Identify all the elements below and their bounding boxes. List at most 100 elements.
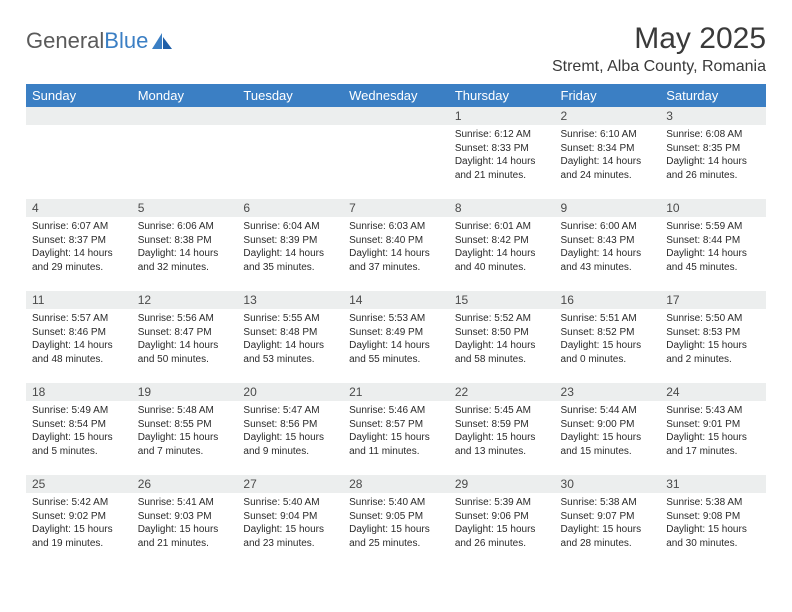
sunset-line: Sunset: 8:48 PM [243,326,337,340]
sunset-line: Sunset: 8:49 PM [349,326,443,340]
day-number [343,107,449,125]
cell-body: Sunrise: 5:39 AMSunset: 9:06 PMDaylight:… [449,493,555,554]
day-number: 11 [26,291,132,309]
sunset-line: Sunset: 8:40 PM [349,234,443,248]
daylight-line: Daylight: 14 hours and 37 minutes. [349,247,443,274]
sunrise-line: Sunrise: 5:45 AM [455,404,549,418]
day-number: 22 [449,383,555,401]
calendar-week-row: 11Sunrise: 5:57 AMSunset: 8:46 PMDayligh… [26,291,766,383]
logo: GeneralBlue [26,28,172,54]
sunset-line: Sunset: 9:03 PM [138,510,232,524]
sunset-line: Sunset: 8:53 PM [666,326,760,340]
sunset-line: Sunset: 8:42 PM [455,234,549,248]
sunrise-line: Sunrise: 6:04 AM [243,220,337,234]
day-number: 10 [660,199,766,217]
sunrise-line: Sunrise: 5:40 AM [349,496,443,510]
daylight-line: Daylight: 14 hours and 24 minutes. [561,155,655,182]
daylight-line: Daylight: 15 hours and 21 minutes. [138,523,232,550]
day-number: 24 [660,383,766,401]
cell-body: Sunrise: 5:43 AMSunset: 9:01 PMDaylight:… [660,401,766,462]
daylight-line: Daylight: 14 hours and 55 minutes. [349,339,443,366]
cell-body: Sunrise: 5:52 AMSunset: 8:50 PMDaylight:… [449,309,555,370]
day-number: 13 [237,291,343,309]
daylight-line: Daylight: 14 hours and 48 minutes. [32,339,126,366]
cell-body: Sunrise: 6:10 AMSunset: 8:34 PMDaylight:… [555,125,661,186]
sunset-line: Sunset: 8:57 PM [349,418,443,432]
calendar-cell: 4Sunrise: 6:07 AMSunset: 8:37 PMDaylight… [26,199,132,291]
calendar-cell: 17Sunrise: 5:50 AMSunset: 8:53 PMDayligh… [660,291,766,383]
day-header: Tuesday [237,84,343,107]
cell-body: Sunrise: 6:03 AMSunset: 8:40 PMDaylight:… [343,217,449,278]
sunset-line: Sunset: 9:07 PM [561,510,655,524]
day-number: 7 [343,199,449,217]
day-number: 18 [26,383,132,401]
daylight-line: Daylight: 15 hours and 23 minutes. [243,523,337,550]
calendar-cell: 20Sunrise: 5:47 AMSunset: 8:56 PMDayligh… [237,383,343,475]
day-number [26,107,132,125]
calendar-cell: 11 Sunrise: 5:57 AMSunset: 8:46 PMDayligh… [26,291,132,383]
sunrise-line: Sunrise: 5:46 AM [349,404,443,418]
logo-sail-icon [152,33,172,49]
sunrise-line: Sunrise: 6:08 AM [666,128,760,142]
sunrise-line: Sunrise: 5:56 AM [138,312,232,326]
cell-body: Sunrise: 5:47 AMSunset: 8:56 PMDaylight:… [237,401,343,462]
sunrise-line: Sunrise: 5:40 AM [243,496,337,510]
sunset-line: Sunset: 9:02 PM [32,510,126,524]
calendar-cell: 21Sunrise: 5:46 AMSunset: 8:57 PMDayligh… [343,383,449,475]
day-number: 20 [237,383,343,401]
sunrise-line: Sunrise: 5:53 AM [349,312,443,326]
daylight-line: Daylight: 15 hours and 0 minutes. [561,339,655,366]
daylight-line: Daylight: 14 hours and 40 minutes. [455,247,549,274]
cell-body: Sunrise: 6:00 AMSunset: 8:43 PMDaylight:… [555,217,661,278]
sunrise-line: Sunrise: 6:07 AM [32,220,126,234]
day-number: 30 [555,475,661,493]
sunset-line: Sunset: 8:46 PM [32,326,126,340]
sunrise-line: Sunrise: 5:48 AM [138,404,232,418]
day-number: 29 [449,475,555,493]
daylight-line: Daylight: 15 hours and 25 minutes. [349,523,443,550]
sunrise-line: Sunrise: 5:43 AM [666,404,760,418]
day-header: Friday [555,84,661,107]
day-number: 5 [132,199,238,217]
calendar-cell: 5Sunrise: 6:06 AMSunset: 8:38 PMDaylight… [132,199,238,291]
sunrise-line: Sunrise: 5:57 AM [32,312,126,326]
sunset-line: Sunset: 8:50 PM [455,326,549,340]
sunset-line: Sunset: 8:54 PM [32,418,126,432]
daylight-line: Daylight: 15 hours and 19 minutes. [32,523,126,550]
sunset-line: Sunset: 8:34 PM [561,142,655,156]
daylight-line: Daylight: 14 hours and 53 minutes. [243,339,337,366]
daylight-line: Daylight: 15 hours and 11 minutes. [349,431,443,458]
day-number: 26 [132,475,238,493]
day-number [132,107,238,125]
day-number: 6 [237,199,343,217]
calendar-week-row: 4Sunrise: 6:07 AMSunset: 8:37 PMDaylight… [26,199,766,291]
sunset-line: Sunset: 8:43 PM [561,234,655,248]
sunrise-line: Sunrise: 5:59 AM [666,220,760,234]
sunrise-line: Sunrise: 5:50 AM [666,312,760,326]
page-subtitle: Stremt, Alba County, Romania [552,58,766,76]
daylight-line: Daylight: 14 hours and 32 minutes. [138,247,232,274]
sunrise-line: Sunrise: 6:01 AM [455,220,549,234]
day-number: 4 [26,199,132,217]
cell-body: Sunrise: 6:08 AMSunset: 8:35 PMDaylight:… [660,125,766,186]
cell-body: Sunrise: 5:48 AMSunset: 8:55 PMDaylight:… [132,401,238,462]
cell-body: Sunrise: 6:01 AMSunset: 8:42 PMDaylight:… [449,217,555,278]
sunset-line: Sunset: 8:52 PM [561,326,655,340]
cell-body: Sunrise: 5:40 AMSunset: 9:05 PMDaylight:… [343,493,449,554]
daylight-line: Daylight: 14 hours and 43 minutes. [561,247,655,274]
calendar-week-row: 18Sunrise: 5:49 AMSunset: 8:54 PMDayligh… [26,383,766,475]
sunrise-line: Sunrise: 6:06 AM [138,220,232,234]
day-number: 28 [343,475,449,493]
daylight-line: Daylight: 15 hours and 26 minutes. [455,523,549,550]
calendar-cell: 12Sunrise: 5:56 AMSunset: 8:47 PMDayligh… [132,291,238,383]
daylight-line: Daylight: 15 hours and 9 minutes. [243,431,337,458]
calendar-cell: 10Sunrise: 5:59 AMSunset: 8:44 PMDayligh… [660,199,766,291]
sunset-line: Sunset: 8:59 PM [455,418,549,432]
day-number: 27 [237,475,343,493]
day-number: 2 [555,107,661,125]
logo-word2: Blue [104,28,148,53]
sunrise-line: Sunrise: 5:51 AM [561,312,655,326]
calendar-cell: 2Sunrise: 6:10 AMSunset: 8:34 PMDaylight… [555,107,661,199]
day-number: 16 [555,291,661,309]
logo-text: GeneralBlue [26,28,148,54]
